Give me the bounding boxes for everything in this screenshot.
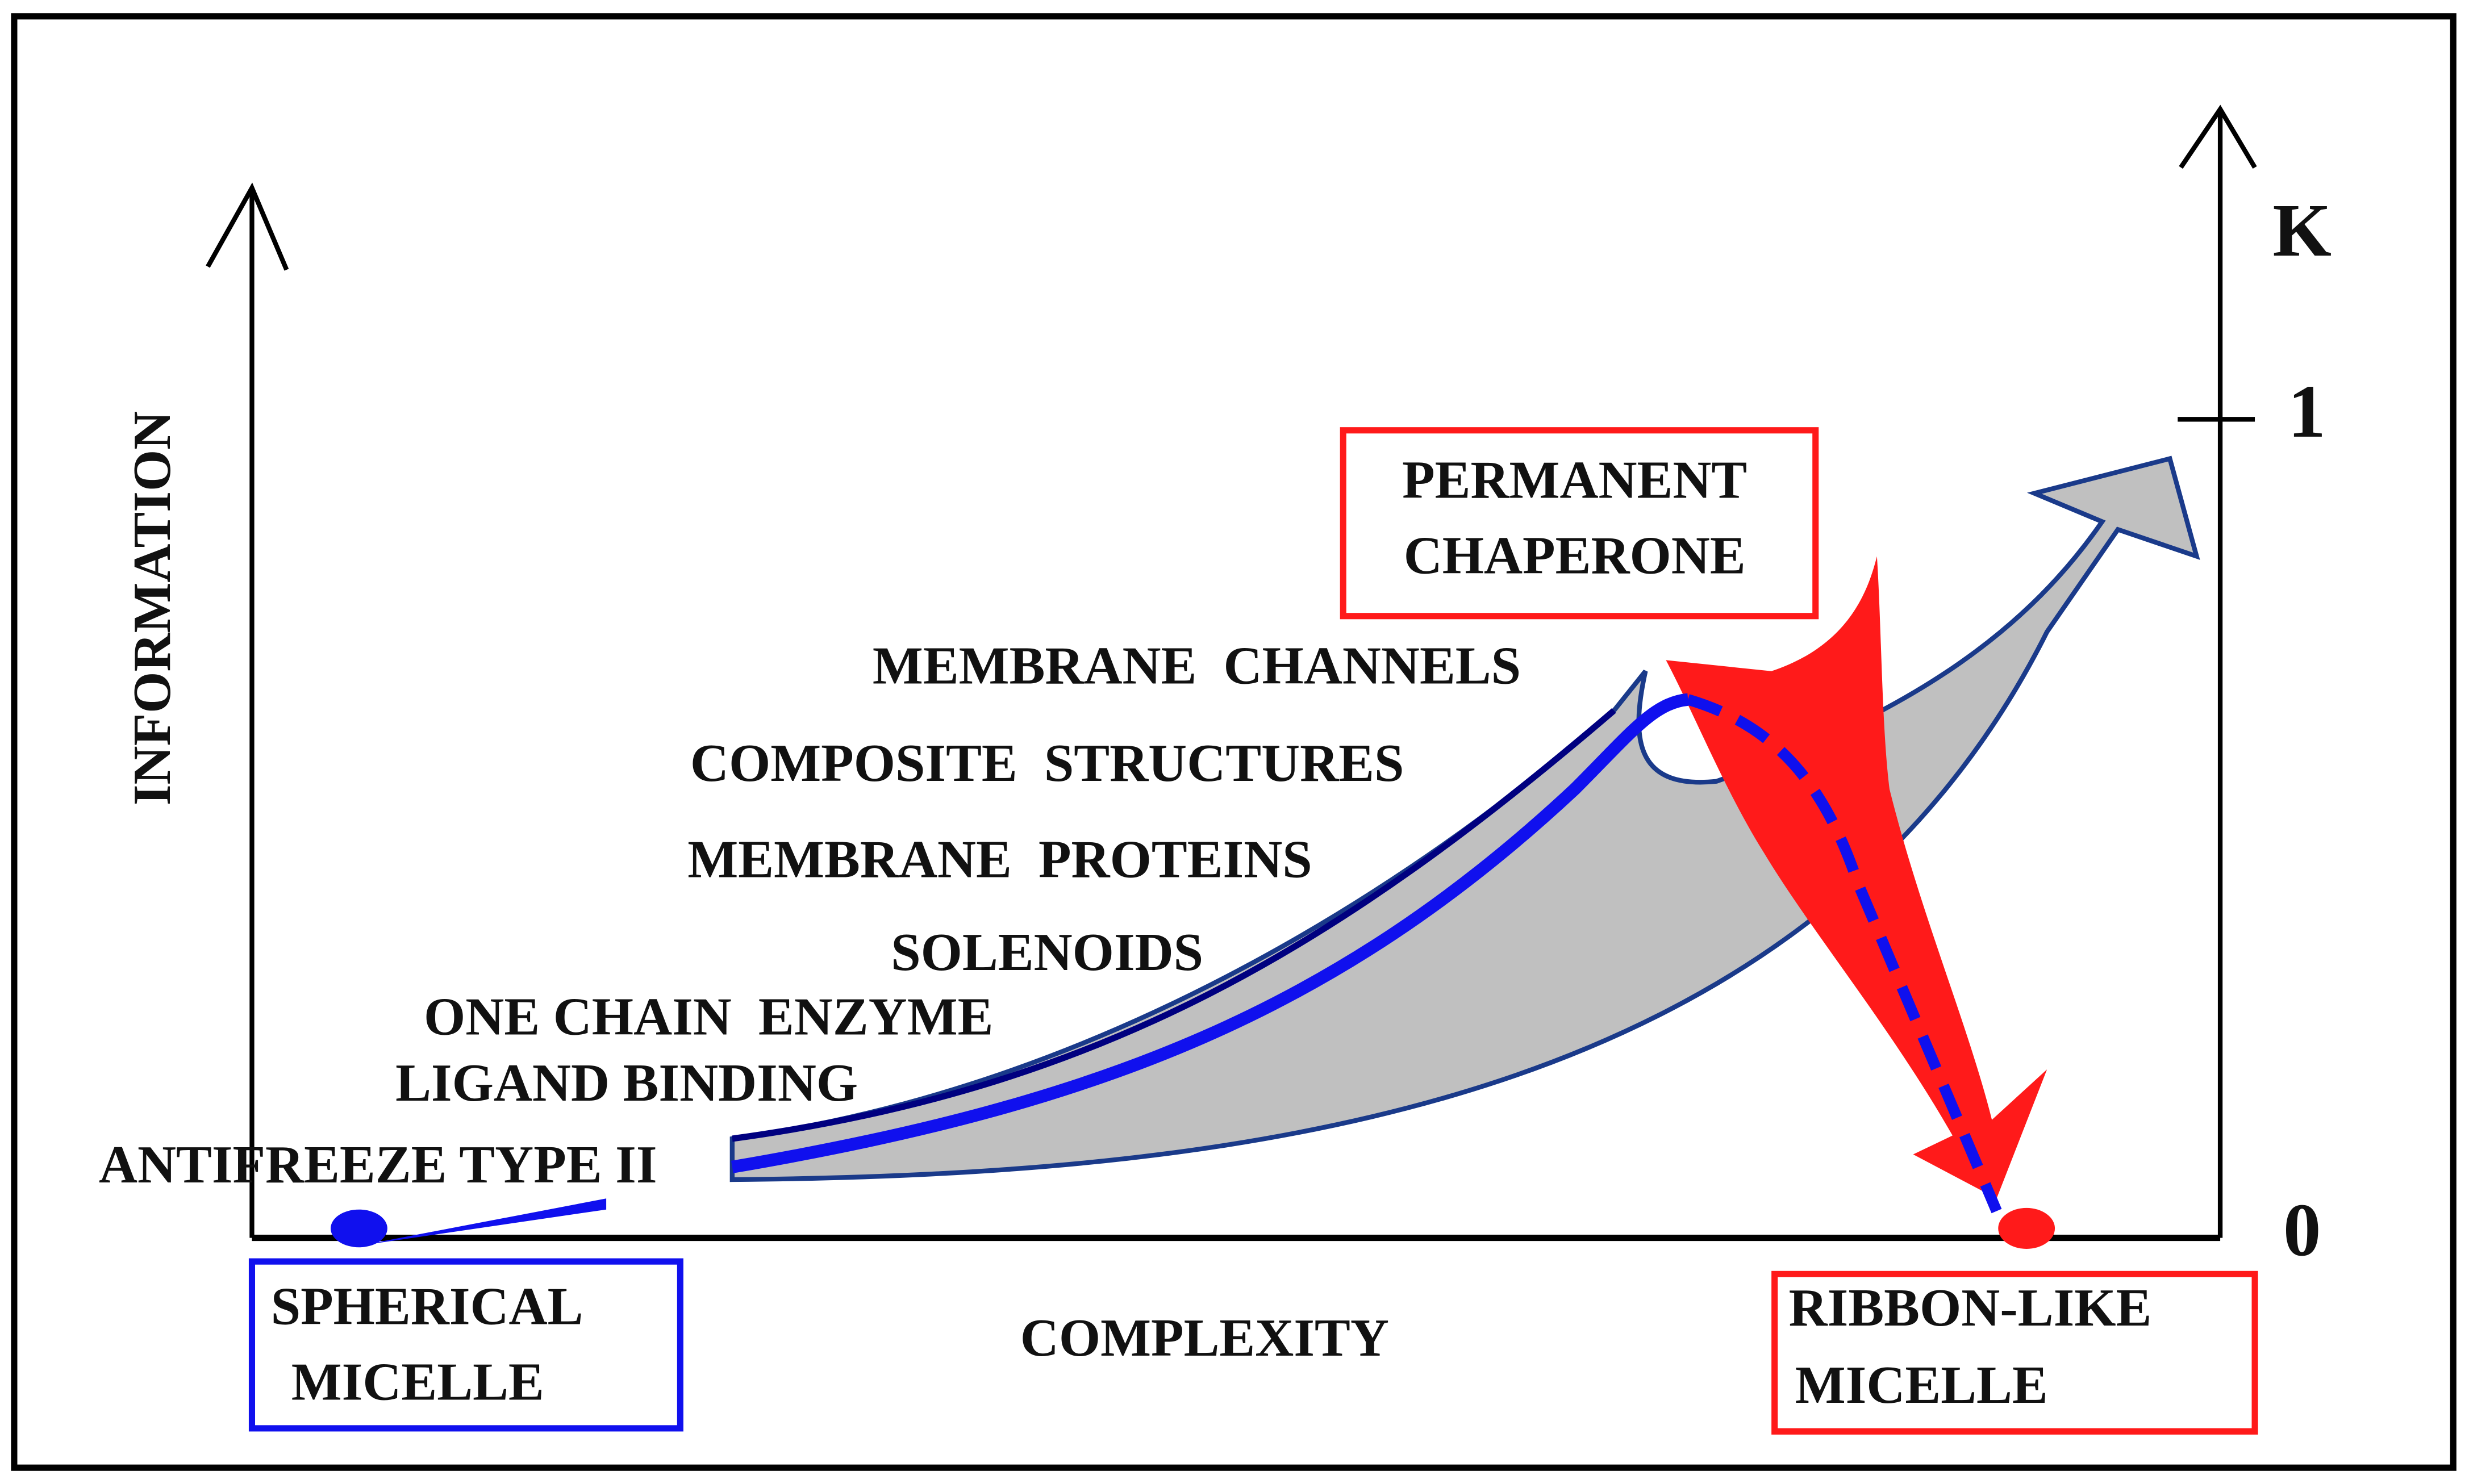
level-label: SOLENOIDS: [891, 923, 1203, 982]
box-text: CHAPERONE: [1404, 526, 1746, 585]
blue-dashed: [1686, 694, 2002, 1214]
box-text: RIBBON-LIKE: [1789, 1278, 2152, 1337]
k-top: 1: [2288, 369, 2326, 453]
x-label: COMPLEXITY: [1020, 1309, 1389, 1368]
spherical-box: [248, 1258, 683, 1432]
blue-curve: [731, 693, 1689, 1173]
frame: [11, 13, 2457, 1471]
level-label: LIGAND BINDING: [395, 1054, 858, 1113]
level-label: COMPOSITE STRUCTURES: [690, 734, 1404, 793]
box-text: PERMANENT: [1402, 450, 1747, 509]
y-label: INFORMATION: [123, 411, 182, 805]
chaperone-box: [1340, 427, 1819, 620]
k-arrowhead: [2179, 104, 2257, 169]
level-label: MEMBRANE PROTEINS: [687, 830, 1312, 889]
red-dot: [1998, 1207, 2055, 1249]
level-label: ONE CHAIN ENZYME: [424, 987, 993, 1046]
box-text: SPHERICAL: [271, 1277, 583, 1336]
box-text: MICELLE: [291, 1353, 544, 1412]
k-bottom: 0: [2283, 1188, 2321, 1272]
k-label: K: [2272, 188, 2331, 272]
level-label: ANTIFREEZE TYPE II: [99, 1135, 657, 1194]
red-arrow: [1666, 556, 2047, 1199]
ribbon-box: [1771, 1270, 2258, 1435]
y-arrowhead: [206, 182, 289, 271]
box-text: MICELLE: [1795, 1356, 2048, 1415]
blue-wedge: [358, 1198, 607, 1246]
upper-edge: [732, 708, 1616, 1142]
level-label: MEMBRANE CHANNELS: [873, 636, 1521, 695]
blue-dot: [331, 1209, 387, 1248]
gray-arrow: [729, 455, 2200, 1182]
